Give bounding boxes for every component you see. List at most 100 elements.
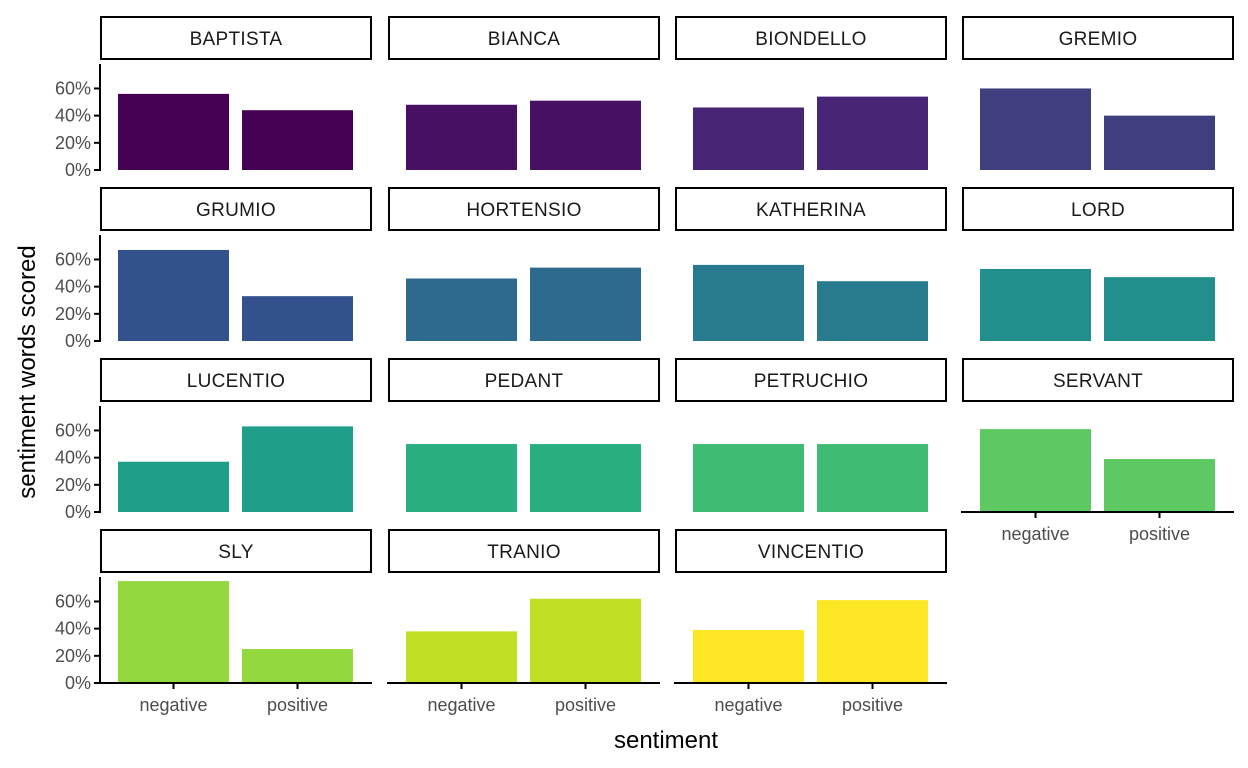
facet-strip-lord <box>962 187 1234 231</box>
y-tick-label: 40% <box>55 448 91 468</box>
facet-strip-hortensio <box>388 187 660 231</box>
bar-lord-positive <box>1104 277 1215 341</box>
y-tick-label: 0% <box>65 502 91 522</box>
facet-strip-label: LORD <box>1071 200 1125 221</box>
y-tick-label: 60% <box>55 420 91 440</box>
facet-strip-label: SERVANT <box>1053 371 1143 392</box>
x-tick-label: positive <box>1129 524 1190 544</box>
x-tick-label: positive <box>842 695 903 715</box>
facet-strip-katherina <box>675 187 947 231</box>
facet-strip-baptista <box>100 16 372 60</box>
bar-gremio-negative <box>980 88 1091 170</box>
bar-pedant-positive <box>530 444 641 512</box>
bar-petruchio-positive <box>817 444 928 512</box>
y-tick-label: 40% <box>55 277 91 297</box>
facet-panel-petruchio: PETRUCHIO <box>675 358 947 512</box>
y-tick-label: 60% <box>55 591 91 611</box>
facet-panel-vincentio: VINCENTIO negative positive <box>674 529 947 715</box>
bar-servant-negative <box>980 429 1091 512</box>
facet-panel-tranio: TRANIO negative positive <box>387 529 660 715</box>
y-tick-label: 40% <box>55 619 91 639</box>
facet-strip-servant <box>962 358 1234 402</box>
bar-pedant-negative <box>406 444 517 512</box>
bar-servant-positive <box>1104 459 1215 512</box>
bar-biondello-negative <box>693 107 804 170</box>
bar-bianca-negative <box>406 104 517 170</box>
x-tick-label: negative <box>139 695 207 715</box>
bar-gremio-positive <box>1104 115 1215 170</box>
facet-strip-label: GRUMIO <box>196 200 276 221</box>
y-tick-label: 0% <box>65 673 91 693</box>
x-tick-label: positive <box>555 695 616 715</box>
facet-strip-label: GREMIO <box>1059 29 1138 50</box>
facet-strip-label: LUCENTIO <box>187 371 285 392</box>
y-tick-label: 60% <box>55 78 91 98</box>
bar-tranio-positive <box>530 598 641 683</box>
bar-hortensio-positive <box>530 267 641 341</box>
bar-grumio-negative <box>118 249 229 341</box>
y-axis-title: sentiment words scored <box>14 245 41 498</box>
facet-strip-petruchio <box>675 358 947 402</box>
x-tick-label: positive <box>267 695 328 715</box>
facet-strip-label: HORTENSIO <box>466 200 581 221</box>
y-tick-label: 40% <box>55 106 91 126</box>
facet-strip-pedant <box>388 358 660 402</box>
bar-baptista-negative <box>118 93 229 170</box>
facet-panel-lucentio: LUCENTIO 0% 20% 40% 60% <box>55 358 372 522</box>
y-tick-label: 20% <box>55 646 91 666</box>
y-tick-label: 20% <box>55 475 91 495</box>
bar-vincentio-negative <box>693 630 804 683</box>
bar-vincentio-positive <box>817 600 928 683</box>
bar-lucentio-positive <box>242 426 353 512</box>
y-tick-label: 0% <box>65 331 91 351</box>
facet-panel-baptista: BAPTISTA 0% 20% 40% 60% <box>55 16 372 180</box>
bar-tranio-negative <box>406 631 517 683</box>
facet-panels: BAPTISTA 0% 20% 40% 60% BIANCA BIONDELLO GREMIO… <box>55 16 1234 715</box>
facet-strip-label: VINCENTIO <box>758 542 864 563</box>
bar-petruchio-negative <box>693 444 804 512</box>
facet-strip-tranio <box>388 529 660 573</box>
facet-panel-servant: SERVANT negative positive <box>961 358 1234 544</box>
y-tick-label: 20% <box>55 133 91 153</box>
facet-panel-lord: LORD <box>962 187 1234 341</box>
bar-lord-negative <box>980 268 1091 341</box>
bar-katherina-positive <box>817 281 928 341</box>
bar-katherina-negative <box>693 264 804 341</box>
facet-strip-label: PEDANT <box>485 371 564 392</box>
facet-strip-label: BAPTISTA <box>190 29 283 50</box>
x-tick-label: negative <box>1001 524 1069 544</box>
y-tick-label: 20% <box>55 304 91 324</box>
facet-strip-label: BIONDELLO <box>755 29 866 50</box>
x-tick-label: negative <box>427 695 495 715</box>
facet-panel-grumio: GRUMIO 0% 20% 40% 60% <box>55 187 372 351</box>
bar-biondello-positive <box>817 96 928 170</box>
facet-strip-biondello <box>675 16 947 60</box>
bar-baptista-positive <box>242 110 353 170</box>
facet-strip-bianca <box>388 16 660 60</box>
facet-strip-sly <box>100 529 372 573</box>
facet-strip-vincentio <box>675 529 947 573</box>
bar-hortensio-negative <box>406 278 517 341</box>
facet-strip-label: KATHERINA <box>756 200 866 221</box>
facet-panel-bianca: BIANCA <box>388 16 660 170</box>
facet-strip-label: TRANIO <box>487 542 561 563</box>
bar-sly-negative <box>118 581 229 683</box>
facet-panel-hortensio: HORTENSIO <box>388 187 660 341</box>
facet-strip-grumio <box>100 187 372 231</box>
facet-panel-sly: SLY 0% 20% 40% 60% negative positive <box>55 529 372 715</box>
bar-bianca-positive <box>530 100 641 170</box>
facet-panel-gremio: GREMIO <box>962 16 1234 170</box>
bar-sly-positive <box>242 649 353 683</box>
bar-grumio-positive <box>242 296 353 341</box>
y-tick-label: 0% <box>65 160 91 180</box>
bar-lucentio-negative <box>118 461 229 512</box>
facet-strip-label: SLY <box>218 542 253 563</box>
x-axis-title: sentiment <box>614 727 718 754</box>
facet-strip-label: BIANCA <box>488 29 561 50</box>
facet-panel-biondello: BIONDELLO <box>675 16 947 170</box>
x-tick-label: negative <box>714 695 782 715</box>
facet-strip-gremio <box>962 16 1234 60</box>
facet-strip-label: PETRUCHIO <box>754 371 869 392</box>
facet-strip-lucentio <box>100 358 372 402</box>
